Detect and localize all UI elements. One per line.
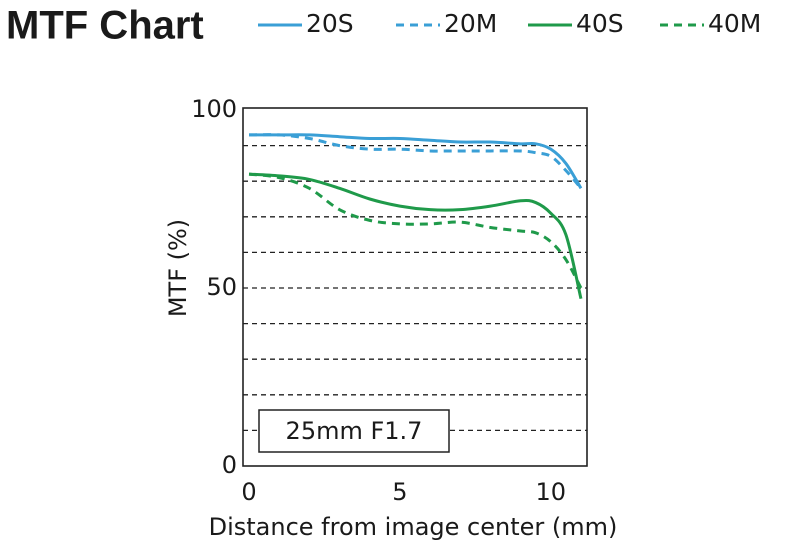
y-tick-label: 0 (222, 451, 237, 479)
chart-title: MTF Chart (6, 4, 204, 48)
series-line (248, 172, 583, 300)
x-axis-label: Distance from image center (mm) (209, 513, 618, 541)
x-tick-label: 5 (392, 478, 407, 506)
legend-label: 40S (576, 9, 624, 38)
y-tick-label: 50 (206, 273, 237, 301)
plot-frame (242, 107, 588, 467)
x-tick-label: 0 (241, 478, 256, 506)
legend-label: 40M (708, 9, 761, 38)
annotation: 25mm F1.7 (286, 417, 423, 445)
x-tick-label: 10 (536, 478, 567, 506)
y-tick-label: 100 (191, 95, 237, 123)
series-line (248, 172, 583, 289)
y-axis-label: MTF (%) (164, 219, 192, 317)
annotation-box (258, 409, 450, 453)
series-line (249, 133, 583, 190)
series-line (249, 133, 583, 190)
legend-label: 20M (444, 9, 497, 38)
legend-label: 20S (306, 9, 354, 38)
